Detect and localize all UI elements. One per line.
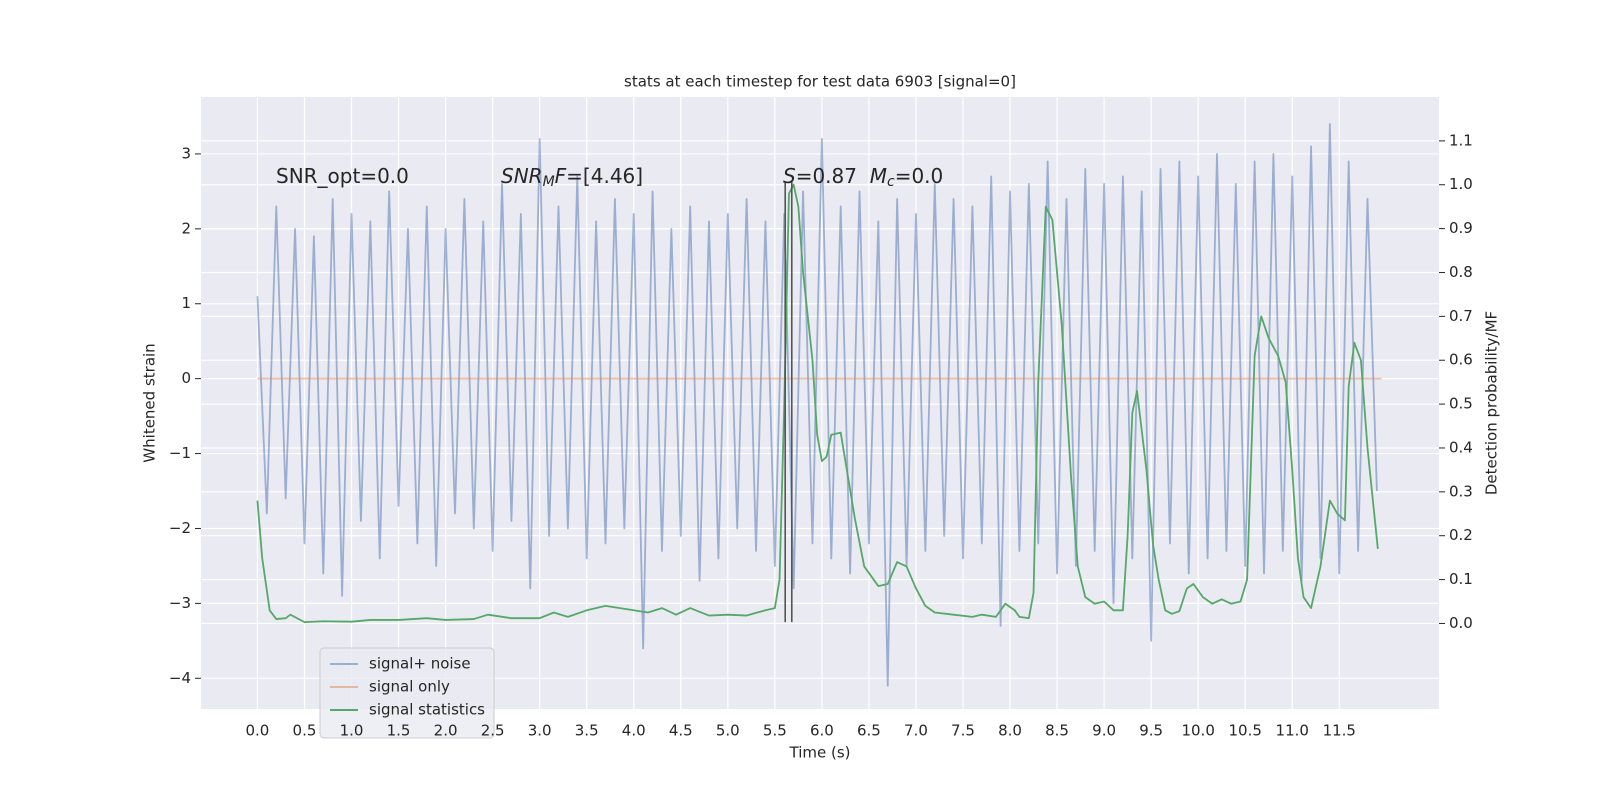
y-tick-label: 3 [181,144,191,162]
y-tick-label: −3 [169,594,191,612]
y2-tick-label: 0.8 [1449,263,1473,281]
annotation: S=0.87 Mc=0.0 [783,164,943,191]
y-tick-label: 2 [181,219,191,237]
x-tick-label: 10.5 [1229,722,1262,740]
x-tick-label: 6.0 [810,722,834,740]
x-axis-label: Time (s) [789,744,851,762]
x-tick-label: 3.5 [575,722,599,740]
x-tick-label: 2.5 [481,722,505,740]
annotation: SNRMF=[4.46] [501,164,643,191]
annotation-text: SNR_opt=0.0 [276,164,409,188]
chart-title: stats at each timestep for test data 690… [624,73,1016,91]
x-tick-label: 7.5 [951,722,975,740]
legend-label: signal+ noise [369,655,471,673]
y2-tick-label: 1.1 [1449,131,1473,149]
legend-label: signal only [369,678,450,696]
y-tick-label: −1 [169,444,191,462]
annotation: SNR_opt=0.0 [276,164,409,188]
x-tick-label: 9.5 [1139,722,1163,740]
x-tick-label: 7.0 [904,722,928,740]
x-tick-label: 11.0 [1276,722,1309,740]
x-tick-label: 2.0 [434,722,458,740]
y2-tick-label: 0.7 [1449,307,1473,325]
x-tick-label: 3.0 [528,722,552,740]
legend-box [319,647,495,739]
annotation-text: SNR [501,164,543,188]
y2-tick-label: 0.0 [1449,614,1473,632]
y2-tick-label: 0.3 [1449,482,1473,500]
y-tick-label: 0 [181,369,191,387]
x-tick-label: 0.0 [246,722,270,740]
annotation-text: =0.0 [895,164,944,188]
y2-axis-label: Detection probability/MF [1483,311,1501,495]
y-tick-label: 1 [181,294,191,312]
x-tick-label: 8.0 [998,722,1022,740]
series-line [256,183,1379,624]
x-tick-label: 6.5 [857,722,881,740]
x-tick-label: 1.0 [340,722,364,740]
x-tick-label: 4.5 [669,722,693,740]
y-tick-label: −2 [169,519,191,537]
series-line [256,123,1378,687]
y2-tick-label: 0.4 [1449,438,1473,456]
legend-label: signal statistics [369,701,485,719]
annotation-text: M [543,174,555,190]
annotation-text: =[4.46] [566,164,643,188]
x-tick-label: 4.0 [622,722,646,740]
x-tick-label: 5.5 [763,722,787,740]
x-tick-label: 11.5 [1323,722,1356,740]
x-tick-label: 1.5 [387,722,411,740]
x-tick-label: 0.5 [293,722,317,740]
y2-tick-label: 0.5 [1449,395,1473,413]
x-tick-label: 8.5 [1045,722,1069,740]
x-tick-label: 10.0 [1181,722,1214,740]
y2-tick-label: 0.6 [1449,351,1473,369]
annotation-text: c [887,174,895,190]
y2-tick-label: 0.9 [1449,219,1473,237]
y2-tick-label: 0.1 [1449,570,1473,588]
annotation-text: M [870,164,887,188]
y2-tick-label: 1.0 [1449,175,1473,193]
y2-tick-label: 0.2 [1449,526,1473,544]
y-tick-label: −4 [169,669,191,687]
x-tick-label: 9.0 [1092,722,1116,740]
annotation-text: F [555,164,567,188]
annotation-text: =0.87 [796,164,870,188]
y-axis-label: Whitened strain [141,343,159,462]
x-tick-label: 5.0 [716,722,740,740]
annotation-text: S [783,164,796,188]
